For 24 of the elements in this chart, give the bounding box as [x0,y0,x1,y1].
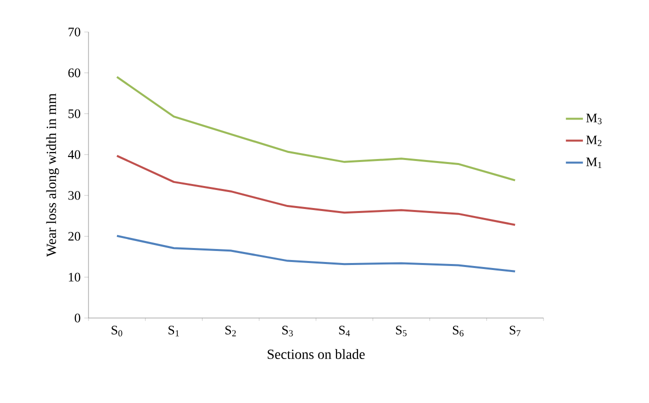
y-axis-title: Wear loss along width in mm [46,93,59,257]
y-tick-label: 70 [68,28,80,36]
legend-label: M$_{2}$ [586,136,602,146]
y-tick-label: 50 [68,109,80,118]
line-series [116,234,516,272]
y-tick-label: 0 [74,314,80,322]
x-tick-label: S$_{4}$ [339,326,350,336]
line-series [116,76,516,182]
x-tick-label: S$_{2}$ [225,326,236,336]
y-tick-label: 40 [68,150,80,159]
legend-label: M$_{1}$ [586,158,602,168]
y-tick-label: 60 [68,68,80,78]
x-tick-label: S$_{6}$ [452,326,464,336]
x-tick-label: S$_{1}$ [168,326,179,336]
x-axis-title: Sections on blade [268,349,365,360]
x-tick-label: S$_{0}$ [112,326,122,336]
y-tick-label: 30 [68,191,80,200]
y-tick-label: 20 [68,232,80,241]
x-tick-label: S$_{5}$ [396,326,407,336]
y-tick-label: 10 [68,272,80,282]
line-series [116,154,516,226]
legend-label: M$_{3}$ [586,114,602,124]
x-tick-label: S$_{7}$ [510,326,520,336]
x-tick-label: S$_{3}$ [282,326,293,336]
